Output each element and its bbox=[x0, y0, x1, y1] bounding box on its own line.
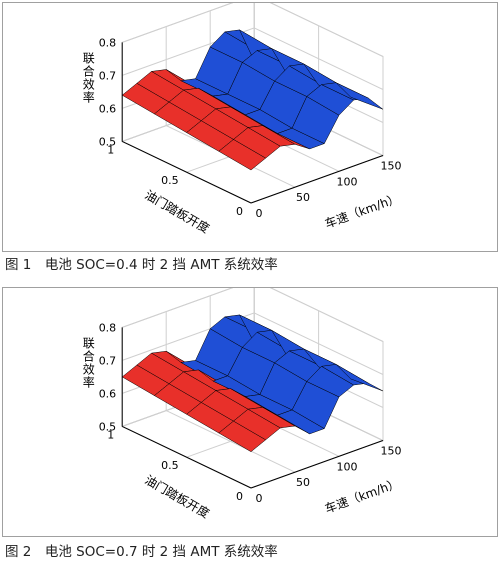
x-axis-label: 车速（km/h） bbox=[323, 475, 402, 516]
surface-patch bbox=[335, 364, 384, 392]
y-axis-label: 油门踏板开度 bbox=[142, 472, 212, 521]
y-tick-label: 1 bbox=[107, 143, 114, 156]
figure-1-panel: 0.5 0.6 0.7 0.8 0 50 100 150 0 0.5 1 联合效率 车速（km/h） 油门… bbox=[2, 0, 498, 252]
x-axis bbox=[250, 440, 384, 489]
y-tick-label: 0.5 bbox=[161, 459, 179, 472]
z-axis-label: 联合效率 bbox=[81, 337, 95, 389]
surface-patch bbox=[335, 82, 384, 110]
x-tick-label: 0 bbox=[256, 492, 263, 505]
z-tick-label: 0.8 bbox=[99, 36, 117, 49]
z-tick-label: 0.7 bbox=[99, 69, 117, 82]
y-tick-label: 0 bbox=[236, 490, 243, 503]
y-axis bbox=[121, 425, 252, 489]
z-tick-label: 0.5 bbox=[99, 420, 117, 433]
x-tick-label: 50 bbox=[296, 476, 310, 489]
y-axis bbox=[121, 140, 252, 204]
figure-2-panel: 0.5 0.6 0.7 0.8 0 50 100 150 0 0.5 1 联合效率 车速（km/h） 油门… bbox=[2, 279, 498, 537]
y-axis-label: 油门踏板开度 bbox=[142, 187, 212, 236]
z-tick-label: 0.6 bbox=[99, 102, 117, 115]
y-tick-label: 0 bbox=[236, 205, 243, 218]
z-tick-label: 0.7 bbox=[99, 354, 117, 367]
figure-2-caption: 图 2 电池 SOC=0.7 时 2 挡 AMT 系统效率 bbox=[5, 544, 278, 560]
x-tick-label: 0 bbox=[256, 207, 263, 220]
surface-chart-1: 0.50.60.70.805010015000.51联合效率车速（km/h）油门… bbox=[81, 0, 402, 236]
surface-chart-2: 0.50.60.70.805010015000.51联合效率车速（km/h）油门… bbox=[81, 279, 402, 521]
z-tick-label: 0.6 bbox=[99, 387, 117, 400]
z-tick-label: 0.5 bbox=[99, 135, 117, 148]
x-tick-label: 150 bbox=[381, 444, 402, 457]
x-tick-label: 150 bbox=[381, 159, 402, 172]
x-axis-label: 车速（km/h） bbox=[323, 190, 402, 231]
x-tick-label: 100 bbox=[337, 460, 358, 473]
z-gridline bbox=[122, 0, 384, 57]
figure-1-caption: 图 1 电池 SOC=0.4 时 2 挡 AMT 系统效率 bbox=[5, 257, 278, 273]
x-tick-label: 100 bbox=[337, 175, 358, 188]
x-axis bbox=[250, 155, 384, 204]
z-tick-label: 0.8 bbox=[99, 321, 117, 334]
x-tick-label: 50 bbox=[296, 191, 310, 204]
y-tick-label: 1 bbox=[107, 428, 114, 441]
y-tick-label: 0.5 bbox=[161, 174, 179, 187]
z-axis-label: 联合效率 bbox=[81, 52, 95, 104]
